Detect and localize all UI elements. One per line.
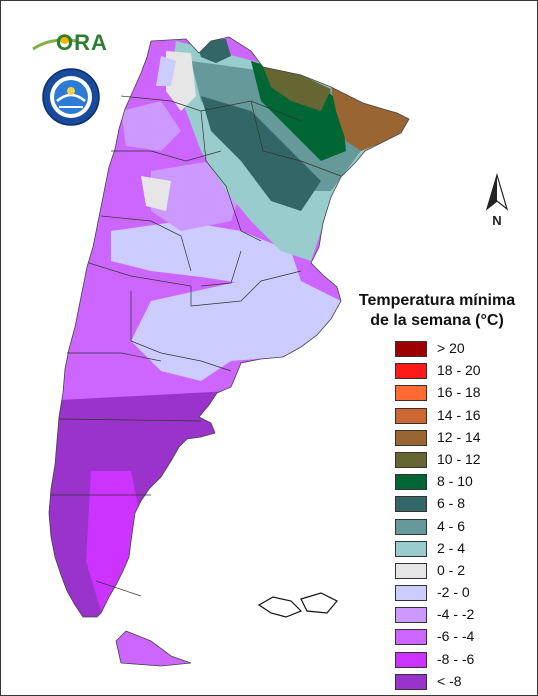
legend-label: 10 - 12 [437, 450, 481, 467]
legend-label: 4 - 6 [437, 517, 466, 534]
legend-label: 8 - 10 [437, 473, 473, 490]
legend-swatch [395, 385, 427, 402]
legend-label: -6 - -4 [437, 628, 475, 645]
ora-logo [32, 34, 78, 51]
legend-label: 14 - 16 [437, 406, 481, 423]
legend-swatch [395, 363, 427, 380]
legend-swatch [395, 673, 427, 690]
legend-swatch [395, 540, 427, 557]
legend-swatch [395, 451, 427, 468]
legend-swatch [395, 562, 427, 579]
legend-label: > 20 [437, 340, 465, 356]
legend-swatch [395, 429, 427, 446]
legend: Temperatura mínima de la semana (°C) > 2… [347, 291, 527, 690]
legend-label: -8 - -6 [437, 650, 475, 667]
legend-swatch [395, 607, 427, 624]
legend-label: < -8 [437, 672, 462, 689]
legend-swatch [395, 651, 427, 668]
legend-swatch [395, 518, 427, 535]
legend-label: 0 - 2 [437, 561, 466, 578]
legend-swatch [395, 585, 427, 602]
legend-label: 16 - 18 [437, 384, 481, 401]
smn-logo [42, 68, 100, 126]
legend-title-line1: Temperatura mínima [358, 292, 516, 309]
north-arrow-label: N [492, 213, 502, 228]
legend-label: -2 - 0 [437, 584, 470, 601]
legend-label: 18 - 20 [437, 362, 481, 379]
north-arrow-icon [485, 173, 509, 211]
legend-label: 12 - 14 [437, 428, 481, 445]
legend-label: -4 - -2 [437, 606, 475, 623]
legend-swatch [395, 496, 427, 513]
legend-title-line2: de la semana (°C) [370, 312, 504, 329]
legend-swatch [395, 341, 427, 357]
ora-logo-text: ORA [56, 30, 108, 55]
legend-label: 2 - 4 [437, 539, 466, 556]
legend-label: 6 - 8 [437, 495, 466, 512]
legend-swatch [395, 474, 427, 491]
legend-swatch [395, 629, 427, 646]
ora-sun [60, 34, 70, 44]
legend-swatch [395, 407, 427, 424]
